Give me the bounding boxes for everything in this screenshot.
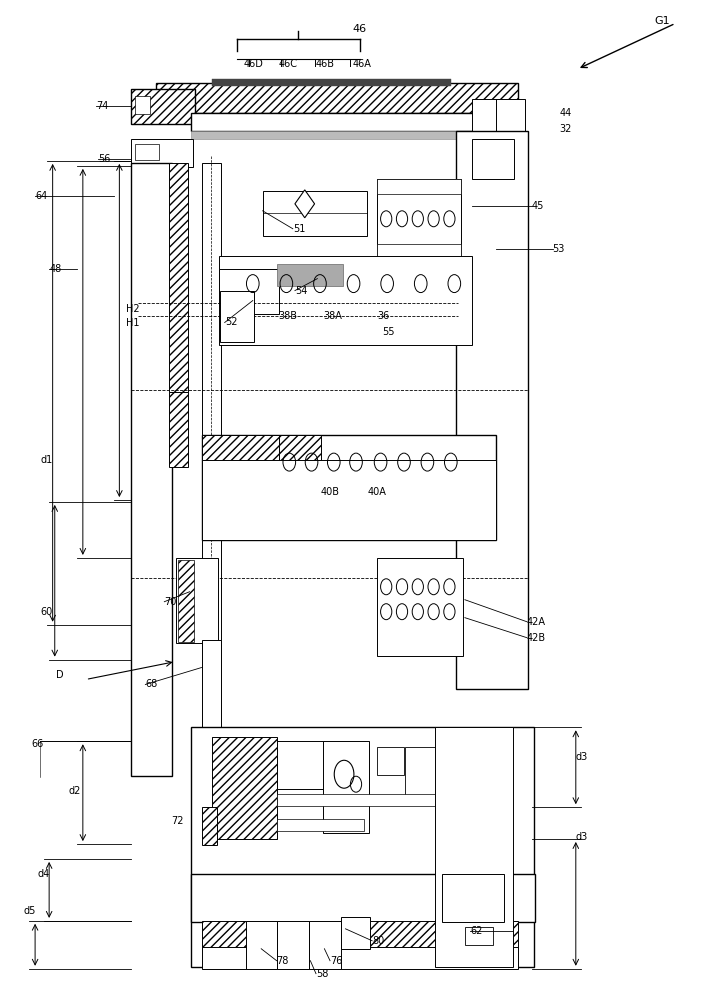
- Text: d5: d5: [24, 906, 36, 916]
- Bar: [276, 264, 343, 286]
- Bar: [442, 874, 504, 922]
- Text: 52: 52: [225, 317, 237, 327]
- Bar: [202, 921, 517, 949]
- Bar: [246, 921, 277, 969]
- Bar: [191, 874, 535, 922]
- Text: 46: 46: [352, 24, 367, 34]
- Text: 72: 72: [171, 816, 184, 826]
- Bar: [445, 747, 473, 775]
- Bar: [405, 747, 443, 795]
- Bar: [377, 179, 461, 194]
- Text: d3: d3: [576, 832, 588, 842]
- Bar: [277, 921, 309, 969]
- Bar: [135, 96, 150, 114]
- Bar: [341, 917, 370, 949]
- Text: 46A: 46A: [352, 59, 372, 69]
- Bar: [276, 741, 324, 789]
- Text: 58: 58: [316, 969, 329, 979]
- Text: 80: 80: [372, 936, 384, 946]
- Bar: [219, 256, 472, 345]
- Bar: [156, 83, 517, 113]
- Bar: [131, 163, 172, 776]
- Text: 76: 76: [330, 956, 343, 966]
- Text: 38B: 38B: [278, 311, 298, 321]
- Bar: [202, 807, 217, 845]
- Bar: [472, 139, 514, 179]
- Bar: [131, 139, 193, 167]
- Bar: [135, 144, 159, 160]
- Bar: [377, 558, 462, 656]
- Text: 68: 68: [145, 679, 158, 689]
- Bar: [202, 460, 496, 540]
- Bar: [202, 947, 517, 969]
- Text: d3: d3: [576, 752, 588, 762]
- Bar: [202, 435, 496, 540]
- Text: d1: d1: [40, 455, 52, 465]
- Bar: [472, 99, 525, 141]
- Text: 46C: 46C: [278, 59, 298, 69]
- Bar: [191, 113, 521, 131]
- Bar: [221, 291, 255, 342]
- Bar: [131, 89, 195, 124]
- Bar: [191, 131, 521, 139]
- Bar: [168, 392, 188, 467]
- Bar: [202, 163, 221, 831]
- Bar: [219, 269, 278, 314]
- Text: 40A: 40A: [368, 487, 387, 497]
- Text: 32: 32: [560, 124, 572, 134]
- Text: d4: d4: [38, 869, 50, 879]
- Bar: [212, 79, 450, 86]
- Text: 46D: 46D: [244, 59, 264, 69]
- Bar: [178, 560, 194, 642]
- Text: 48: 48: [49, 264, 61, 274]
- Text: 56: 56: [98, 154, 111, 164]
- Bar: [323, 741, 369, 833]
- Bar: [202, 435, 278, 463]
- Text: 44: 44: [560, 108, 572, 118]
- Text: 38A: 38A: [323, 311, 342, 321]
- Bar: [465, 927, 493, 945]
- Bar: [278, 435, 321, 463]
- Bar: [377, 179, 461, 259]
- Text: 78: 78: [276, 956, 289, 966]
- Text: 40B: 40B: [321, 487, 340, 497]
- Text: d2: d2: [68, 786, 80, 796]
- Text: 54: 54: [295, 286, 307, 296]
- Text: G1: G1: [654, 16, 670, 26]
- Bar: [377, 747, 404, 775]
- Bar: [263, 191, 367, 236]
- Text: 66: 66: [31, 739, 43, 749]
- Bar: [309, 921, 341, 969]
- Text: 51: 51: [293, 224, 305, 234]
- Bar: [202, 640, 221, 879]
- Text: 62: 62: [470, 926, 483, 936]
- Text: 36: 36: [377, 311, 389, 321]
- Text: 53: 53: [553, 244, 565, 254]
- Bar: [212, 737, 276, 839]
- Bar: [191, 727, 534, 967]
- Text: 60: 60: [40, 607, 52, 617]
- Text: 45: 45: [532, 201, 544, 211]
- Bar: [377, 244, 461, 259]
- Bar: [168, 163, 188, 392]
- Bar: [276, 819, 364, 831]
- Text: 64: 64: [35, 191, 47, 201]
- Text: 42B: 42B: [527, 633, 546, 643]
- Text: H1: H1: [126, 318, 140, 328]
- Text: H2: H2: [126, 304, 140, 314]
- Text: 74: 74: [96, 101, 109, 111]
- Bar: [176, 558, 218, 643]
- Bar: [456, 131, 528, 689]
- Polygon shape: [295, 190, 314, 218]
- Bar: [131, 89, 195, 124]
- Text: 42A: 42A: [527, 617, 546, 627]
- Text: 70: 70: [164, 597, 177, 607]
- Bar: [276, 794, 473, 806]
- Bar: [436, 727, 513, 967]
- Text: 55: 55: [382, 327, 395, 337]
- Text: 46B: 46B: [316, 59, 335, 69]
- Text: D: D: [56, 670, 63, 680]
